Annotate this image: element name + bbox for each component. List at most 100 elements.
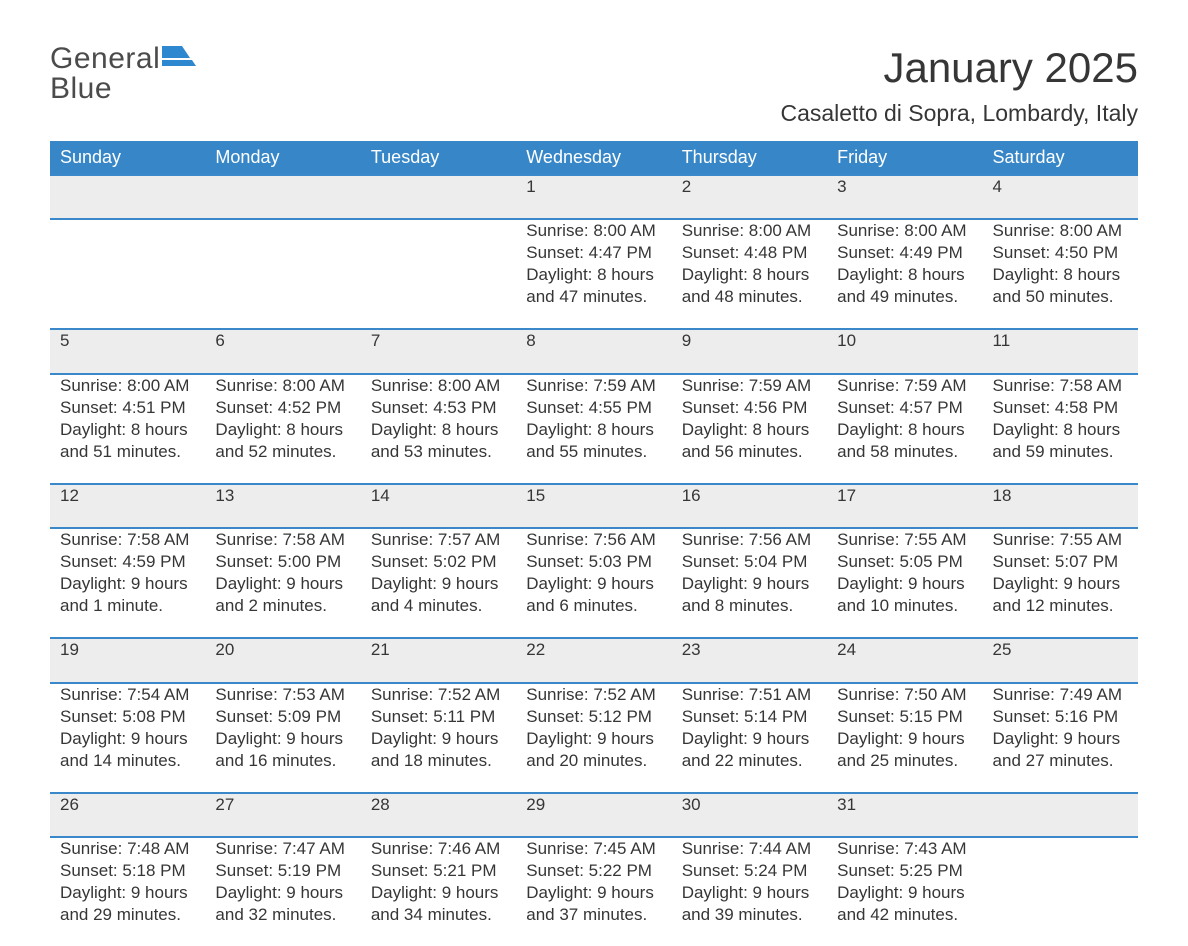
day-details: Sunrise: 7:58 AMSunset: 5:00 PMDaylight:…	[205, 528, 360, 638]
month-title: January 2025	[780, 44, 1138, 92]
sunset-text: Sunset: 5:25 PM	[837, 860, 972, 882]
week-detail-row: Sunrise: 8:00 AMSunset: 4:47 PMDaylight:…	[50, 219, 1138, 329]
day-number: 29	[516, 793, 671, 837]
sunrise-text: Sunrise: 7:53 AM	[215, 684, 350, 706]
daylight-text: Daylight: 8 hours and 55 minutes.	[526, 419, 661, 463]
sunset-text: Sunset: 5:14 PM	[682, 706, 817, 728]
sunset-text: Sunset: 5:24 PM	[682, 860, 817, 882]
sunrise-text: Sunrise: 8:00 AM	[526, 220, 661, 242]
day-details: Sunrise: 7:55 AMSunset: 5:05 PMDaylight:…	[827, 528, 982, 638]
daylight-text: Daylight: 8 hours and 52 minutes.	[215, 419, 350, 463]
day-number: 22	[516, 638, 671, 682]
sunrise-text: Sunrise: 7:57 AM	[371, 529, 506, 551]
day-details: Sunrise: 7:50 AMSunset: 5:15 PMDaylight:…	[827, 683, 982, 793]
day-details: Sunrise: 7:58 AMSunset: 4:59 PMDaylight:…	[50, 528, 205, 638]
day-details: Sunrise: 7:51 AMSunset: 5:14 PMDaylight:…	[672, 683, 827, 793]
sunrise-text: Sunrise: 7:49 AM	[993, 684, 1128, 706]
sunset-text: Sunset: 4:56 PM	[682, 397, 817, 419]
sunset-text: Sunset: 5:03 PM	[526, 551, 661, 573]
day-details: Sunrise: 7:52 AMSunset: 5:12 PMDaylight:…	[516, 683, 671, 793]
day-details: Sunrise: 8:00 AMSunset: 4:49 PMDaylight:…	[827, 219, 982, 329]
empty-cell	[983, 837, 1138, 946]
day-number: 6	[205, 329, 360, 373]
day-number: 9	[672, 329, 827, 373]
day-number: 13	[205, 484, 360, 528]
daylight-text: Daylight: 9 hours and 8 minutes.	[682, 573, 817, 617]
sunrise-text: Sunrise: 7:56 AM	[682, 529, 817, 551]
logo-word-2: Blue	[50, 74, 196, 104]
day-details: Sunrise: 8:00 AMSunset: 4:47 PMDaylight:…	[516, 219, 671, 329]
weekday-header: Monday	[205, 141, 360, 175]
sunrise-text: Sunrise: 8:00 AM	[993, 220, 1128, 242]
day-number: 1	[516, 175, 671, 219]
daylight-text: Daylight: 9 hours and 29 minutes.	[60, 882, 195, 926]
sunset-text: Sunset: 5:02 PM	[371, 551, 506, 573]
week-detail-row: Sunrise: 7:48 AMSunset: 5:18 PMDaylight:…	[50, 837, 1138, 946]
sunrise-text: Sunrise: 7:43 AM	[837, 838, 972, 860]
sunrise-text: Sunrise: 7:58 AM	[215, 529, 350, 551]
day-details: Sunrise: 8:00 AMSunset: 4:50 PMDaylight:…	[983, 219, 1138, 329]
daylight-text: Daylight: 9 hours and 22 minutes.	[682, 728, 817, 772]
day-details: Sunrise: 7:56 AMSunset: 5:03 PMDaylight:…	[516, 528, 671, 638]
week-detail-row: Sunrise: 7:54 AMSunset: 5:08 PMDaylight:…	[50, 683, 1138, 793]
sunrise-text: Sunrise: 7:55 AM	[837, 529, 972, 551]
day-details: Sunrise: 8:00 AMSunset: 4:53 PMDaylight:…	[361, 374, 516, 484]
sunset-text: Sunset: 5:05 PM	[837, 551, 972, 573]
day-number: 4	[983, 175, 1138, 219]
sunrise-text: Sunrise: 7:58 AM	[993, 375, 1128, 397]
sunset-text: Sunset: 5:12 PM	[526, 706, 661, 728]
day-details: Sunrise: 7:54 AMSunset: 5:08 PMDaylight:…	[50, 683, 205, 793]
daylight-text: Daylight: 9 hours and 16 minutes.	[215, 728, 350, 772]
daylight-text: Daylight: 9 hours and 20 minutes.	[526, 728, 661, 772]
day-number: 10	[827, 329, 982, 373]
day-number: 25	[983, 638, 1138, 682]
week-detail-row: Sunrise: 8:00 AM Sunset: 4:51 PM Daylight:…	[50, 374, 1138, 484]
weekday-header: Saturday	[983, 141, 1138, 175]
sunset-text: Sunset: 5:22 PM	[526, 860, 661, 882]
sunrise-text: Sunrise: 8:00 AM	[371, 375, 506, 397]
week-daynum-row: 567891011	[50, 329, 1138, 373]
day-number: 24	[827, 638, 982, 682]
day-number: 15	[516, 484, 671, 528]
daylight-text: Daylight: 9 hours and 39 minutes.	[682, 882, 817, 926]
calendar-table: SundayMondayTuesdayWednesdayThursdayFrid…	[50, 141, 1138, 946]
location-label: Casaletto di Sopra, Lombardy, Italy	[780, 100, 1138, 127]
day-number: 19	[50, 638, 205, 682]
day-details: Sunrise: 7:49 AMSunset: 5:16 PMDaylight:…	[983, 683, 1138, 793]
day-number: 5	[50, 329, 205, 373]
day-number: 12	[50, 484, 205, 528]
day-details: Sunrise: 7:56 AMSunset: 5:04 PMDaylight:…	[672, 528, 827, 638]
sunrise-text: Sunrise: 7:46 AM	[371, 838, 506, 860]
daylight-text: Daylight: 8 hours and 47 minutes.	[526, 264, 661, 308]
day-details: Sunrise: 7:59 AMSunset: 4:56 PMDaylight:…	[672, 374, 827, 484]
sunset-text: Sunset: 4:59 PM	[60, 551, 195, 573]
sunrise-text: Sunrise: 7:47 AM	[215, 838, 350, 860]
empty-cell	[361, 219, 516, 329]
weekday-header: Friday	[827, 141, 982, 175]
day-details: Sunrise: 7:46 AMSunset: 5:21 PMDaylight:…	[361, 837, 516, 946]
sunrise-text: Sunrise: 7:50 AM	[837, 684, 972, 706]
sunrise-text: Sunrise: 7:55 AM	[993, 529, 1128, 551]
sunrise-text: Sunrise: 7:59 AM	[837, 375, 972, 397]
daylight-text: Daylight: 9 hours and 27 minutes.	[993, 728, 1128, 772]
day-details: Sunrise: 7:44 AMSunset: 5:24 PMDaylight:…	[672, 837, 827, 946]
day-details: Sunrise: 8:00 AMSunset: 4:48 PMDaylight:…	[672, 219, 827, 329]
daylight-text: Daylight: 8 hours and 48 minutes.	[682, 264, 817, 308]
weekday-header: Wednesday	[516, 141, 671, 175]
day-details: Sunrise: 7:59 AMSunset: 4:57 PMDaylight:…	[827, 374, 982, 484]
week-daynum-row: 12131415161718	[50, 484, 1138, 528]
sunset-text: Sunset: 4:50 PM	[993, 242, 1128, 264]
daylight-text: Daylight: 9 hours and 42 minutes.	[837, 882, 972, 926]
sunrise-text: Sunrise: 7:52 AM	[371, 684, 506, 706]
day-number: 7	[361, 329, 516, 373]
day-number: 26	[50, 793, 205, 837]
empty-cell	[205, 219, 360, 329]
weekday-header: Sunday	[50, 141, 205, 175]
sunset-text: Sunset: 4:51 PM	[60, 397, 195, 419]
week-daynum-row: 262728293031	[50, 793, 1138, 837]
daylight-text: Daylight: 9 hours and 6 minutes.	[526, 573, 661, 617]
weekday-header: Tuesday	[361, 141, 516, 175]
sunset-text: Sunset: 4:58 PM	[993, 397, 1128, 419]
day-number: 28	[361, 793, 516, 837]
daylight-text: Daylight: 9 hours and 18 minutes.	[371, 728, 506, 772]
